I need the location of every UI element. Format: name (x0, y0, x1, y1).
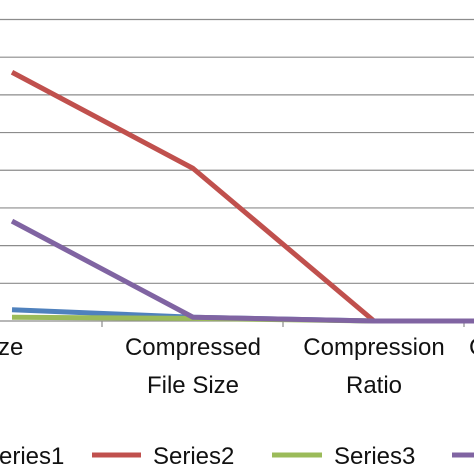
x-tick-label-3-0: C (469, 334, 474, 361)
x-tick-label-2-1: Ratio (346, 372, 402, 399)
legend-label-1: eries1 (0, 443, 64, 470)
series-line-4 (10, 218, 474, 324)
legend-label-2: Series2 (153, 443, 234, 470)
x-tick-label-2-0: Compression (303, 334, 444, 361)
series-lines (10, 70, 474, 324)
x-tick-label-0-0: e size (0, 334, 23, 361)
x-tick-label-1-0: Compressed (125, 334, 261, 361)
x-tick-label-1-1: File Size (147, 372, 239, 399)
legend-label-3: Series3 (334, 443, 415, 470)
x-tick-labels: e size Compressed File Size Compression Rati… (0, 334, 474, 399)
legend: eries1 Series2 Series3 (0, 443, 474, 470)
gridlines (0, 18, 474, 327)
